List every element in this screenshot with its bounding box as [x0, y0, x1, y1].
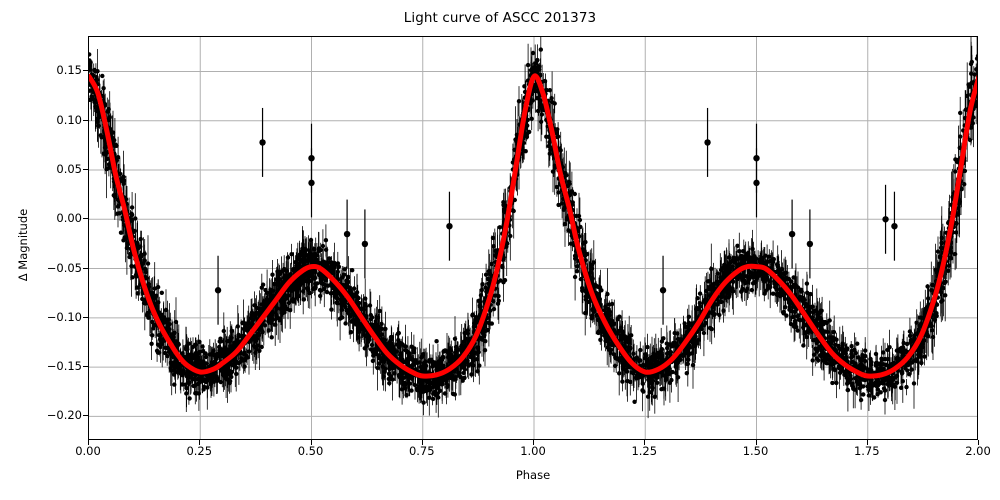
y-tick-label: −0.20 [46, 408, 82, 423]
y-tick-mark [83, 316, 88, 318]
x-tick-label: 0.50 [297, 444, 324, 458]
x-tick-label: 0.00 [75, 444, 101, 458]
x-tick-mark [644, 440, 646, 445]
y-tick-label: 0.00 [56, 211, 82, 226]
y-tick-label: −0.05 [46, 260, 82, 275]
y-tick-mark [83, 119, 88, 121]
x-tick-label: 1.00 [520, 444, 546, 458]
x-tick-label: 0.75 [408, 444, 435, 458]
y-tick-label: −0.10 [46, 309, 82, 324]
y-tick-mark [83, 366, 88, 368]
x-tick-mark [755, 440, 757, 445]
model-curve [89, 73, 977, 379]
y-tick-label: −0.15 [46, 359, 82, 374]
page-title: Light curve of ASCC 201373 [403, 10, 597, 26]
y-tick-label: 0.05 [56, 162, 82, 177]
x-tick-label: 1.50 [742, 444, 769, 458]
x-tick-label: 2.00 [965, 444, 991, 458]
x-tick-mark [978, 440, 979, 445]
x-tick-label: 1.25 [631, 444, 658, 458]
x-tick-mark [199, 440, 201, 445]
x-tick-mark [88, 440, 89, 445]
x-axis-label: Phase [515, 468, 551, 482]
x-tick-mark [533, 440, 534, 445]
y-tick-mark [83, 267, 88, 269]
x-tick-mark [421, 440, 423, 445]
x-tick-label: 1.75 [853, 444, 880, 458]
y-axis-label: Δ Magnitude [16, 208, 30, 282]
y-tick-label: 0.15 [56, 63, 82, 78]
y-tick-mark [83, 415, 88, 417]
plot-svg [89, 37, 977, 439]
y-tick-mark [83, 169, 88, 171]
x-tick-mark [866, 440, 868, 445]
y-tick-mark [83, 218, 88, 220]
y-tick-mark [83, 70, 88, 72]
x-tick-mark [310, 440, 312, 445]
plot-area [88, 36, 978, 440]
y-tick-label: 0.10 [56, 112, 82, 127]
x-tick-label: 0.25 [186, 444, 213, 458]
